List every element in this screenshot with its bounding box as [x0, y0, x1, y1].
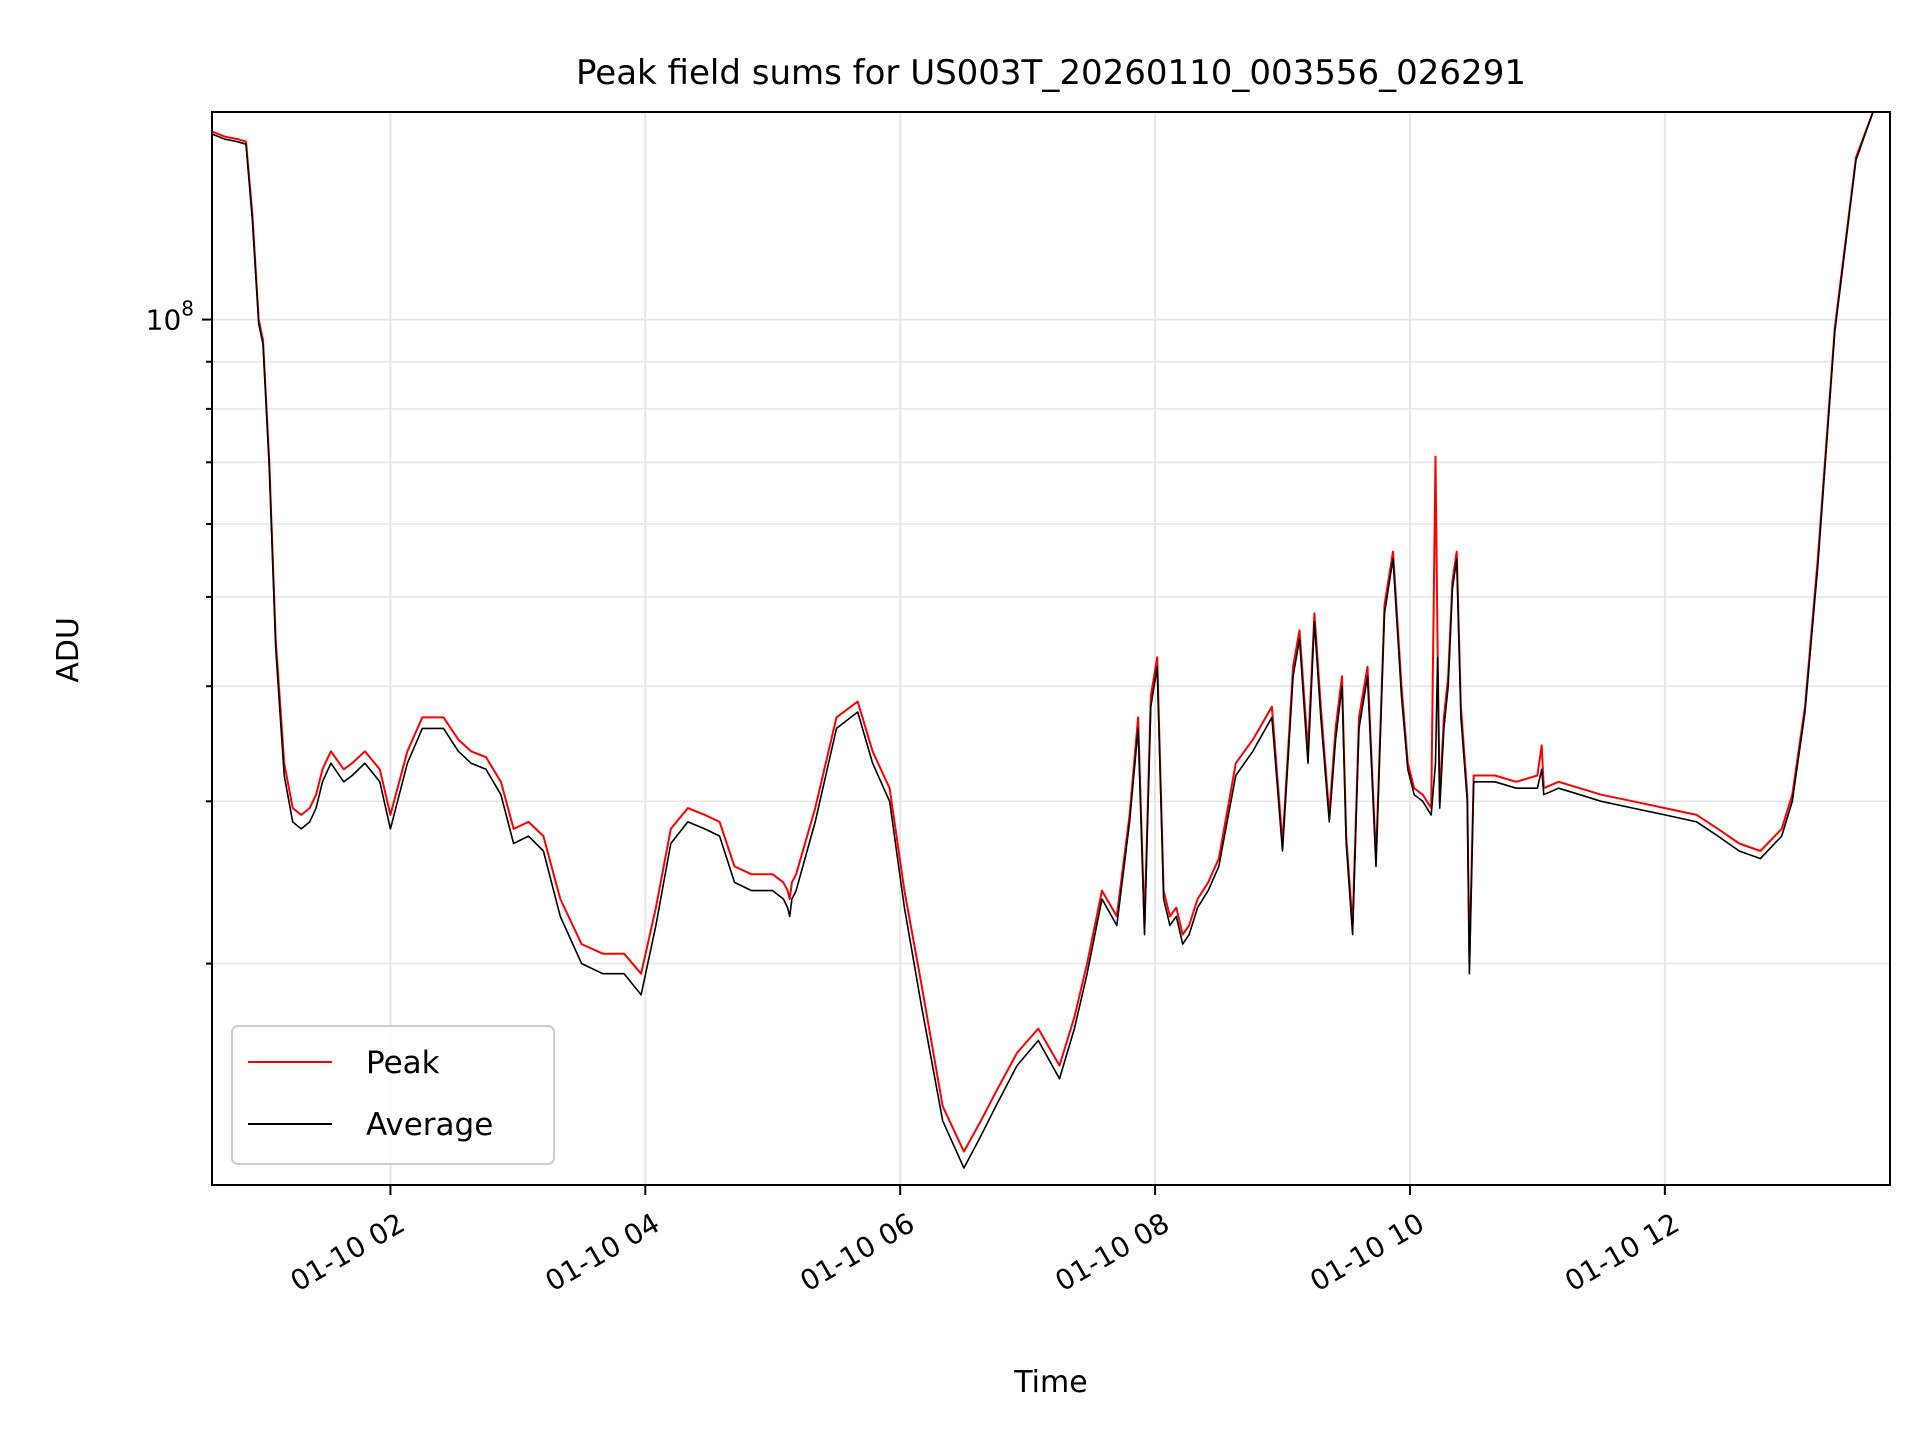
legend-label-peak: Peak [366, 1045, 440, 1081]
legend-box [231, 1025, 555, 1165]
chart-title: Peak field sums for US003T_20260110_0035… [576, 53, 1526, 93]
grid [212, 112, 1890, 1185]
y-tick-label: 108 [146, 297, 194, 337]
series-layer [211, 111, 1890, 1169]
legend: Peak Average [231, 1025, 555, 1165]
plot-frame [211, 111, 1891, 1186]
legend-label-average: Average [366, 1107, 493, 1143]
series-line-peak [211, 111, 1890, 1153]
y-axis-label: ADU [51, 617, 86, 683]
y-axis: 108 [146, 297, 212, 965]
series-line-average [211, 111, 1890, 1169]
x-axis-label: Time [1013, 1365, 1087, 1400]
